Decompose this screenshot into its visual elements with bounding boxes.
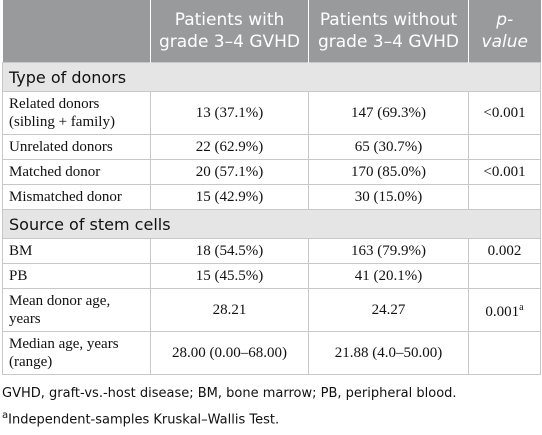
without-gvhd: 163 (79.9%): [308, 238, 469, 264]
with-gvhd: 18 (54.5%): [150, 238, 309, 264]
p-value: 0.001a: [468, 288, 541, 332]
section-row: Source of stem cells: [2, 209, 541, 239]
header-cell: p-value: [468, 0, 541, 63]
without-gvhd: 147 (69.3%): [308, 91, 469, 135]
row-label: Median age, years (range): [2, 331, 151, 375]
with-gvhd: 22 (62.9%): [150, 134, 309, 160]
section-title: Source of stem cells: [2, 209, 541, 239]
with-gvhd: 28.00 (0.00–68.00): [150, 331, 309, 375]
p-value: <0.001: [468, 159, 541, 185]
data-row: Mismatched donor 15 (42.9%) 30 (15.0%): [2, 184, 541, 210]
without-gvhd: 65 (30.7%): [308, 134, 469, 160]
row-label: Matched donor: [2, 159, 151, 185]
row-label: PB: [2, 263, 151, 289]
p-value: [468, 331, 541, 375]
p-value: <0.001: [468, 91, 541, 135]
footnote-mark: a: [2, 410, 9, 421]
data-row: Matched donor 20 (57.1%) 170 (85.0%) <0.001: [2, 159, 541, 185]
row-label: Related donors (sibling + family): [2, 91, 151, 135]
section-title: Type of donors: [2, 62, 541, 92]
data-row: Unrelated donors 22 (62.9%) 65 (30.7%): [2, 134, 541, 160]
p-value-text: <0.001: [483, 105, 526, 121]
with-gvhd: 20 (57.1%): [150, 159, 309, 185]
data-row: Related donors (sibling + family) 13 (37.…: [2, 91, 541, 135]
row-label: Mismatched donor: [2, 184, 151, 210]
footnotes: GVHD, graft-vs.-host disease; BM, bone m…: [2, 383, 542, 431]
header-cell: Patients with grade 3–4 GVHD: [150, 0, 309, 63]
without-gvhd: 170 (85.0%): [308, 159, 469, 185]
p-value-note: a: [519, 302, 524, 313]
footnote: GVHD, graft-vs.-host disease; BM, bone m…: [2, 383, 542, 405]
data-row: Mean donor age, years 28.21 24.27 0.001a: [2, 288, 541, 332]
header-row: Patients with grade 3–4 GVHD Patients wit…: [2, 0, 541, 63]
p-value: 0.002: [468, 238, 541, 264]
without-gvhd: 24.27: [308, 288, 469, 332]
row-label: BM: [2, 238, 151, 264]
row-label: Mean donor age, years: [2, 288, 151, 332]
with-gvhd: 13 (37.1%): [150, 91, 309, 135]
data-row: PB 15 (45.5%) 41 (20.1%): [2, 263, 541, 289]
p-value-text: 0.001: [485, 304, 520, 320]
p-value: [468, 263, 541, 289]
header-cell: [2, 0, 151, 63]
with-gvhd: 15 (45.5%): [150, 263, 309, 289]
without-gvhd: 30 (15.0%): [308, 184, 469, 210]
p-value-text: <0.001: [483, 164, 526, 180]
header-cell: Patients without grade 3–4 GVHD: [308, 0, 469, 63]
p-value: [468, 134, 541, 160]
data-row: BM 18 (54.5%) 163 (79.9%) 0.002: [2, 238, 541, 264]
section-row: Type of donors: [2, 62, 541, 92]
without-gvhd: 21.88 (4.0–50.00): [308, 331, 469, 375]
footnote: aIndependent-samples Kruskal–Wallis Test…: [2, 405, 542, 431]
data-row: Median age, years (range) 28.00 (0.00–68.…: [2, 331, 541, 375]
p-value-text: 0.002: [487, 243, 522, 259]
with-gvhd: 15 (42.9%): [150, 184, 309, 210]
without-gvhd: 41 (20.1%): [308, 263, 469, 289]
table: Patients with grade 3–4 GVHD Patients wit…: [2, 0, 541, 375]
with-gvhd: 28.21: [150, 288, 309, 332]
footnote-text: Independent-samples Kruskal–Wallis Test.: [8, 412, 280, 428]
p-value: [468, 184, 541, 210]
row-label: Unrelated donors: [2, 134, 151, 160]
footnote-text: GVHD, graft-vs.-host disease; BM, bone m…: [2, 386, 457, 401]
